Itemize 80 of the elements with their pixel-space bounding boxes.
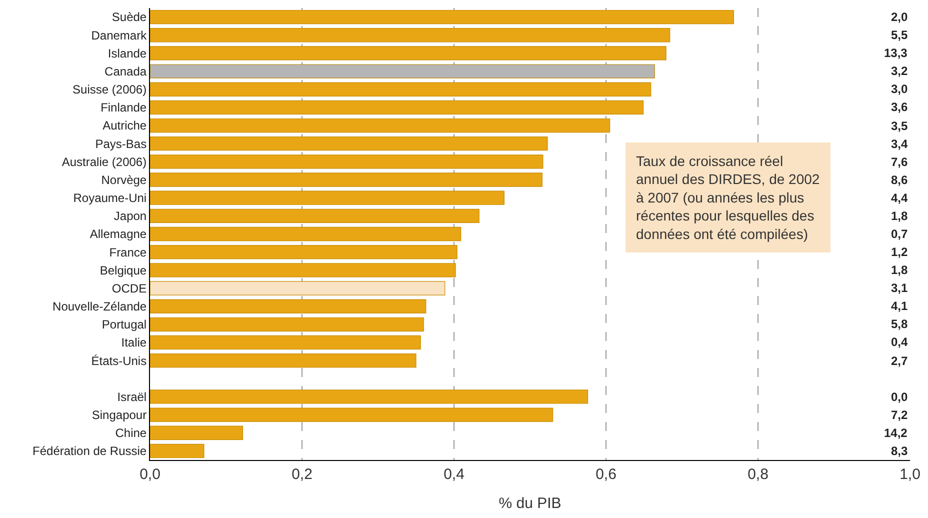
bar xyxy=(150,136,548,151)
y-tick-label: Finlande xyxy=(100,100,147,115)
bar xyxy=(150,281,446,296)
annotation: 0,4 xyxy=(891,335,908,349)
y-tick-label: Singapour xyxy=(92,408,147,422)
x-tick-label: 0,6 xyxy=(596,466,616,483)
y-tick-label: Nouvelle-Zélande xyxy=(52,300,147,314)
y-tick-label: Italie xyxy=(121,336,147,350)
annotation: 14,2 xyxy=(884,426,908,440)
annotation: 3,0 xyxy=(891,82,908,96)
y-tick-label: Royaume-Uni xyxy=(73,191,147,206)
y-tick-label: Japon xyxy=(114,209,147,224)
x-tick-label: 0,2 xyxy=(292,466,312,483)
bar xyxy=(150,46,666,60)
y-tick-label: États-Unis xyxy=(91,354,147,368)
y-tick-label: Autriche xyxy=(102,118,147,133)
y-tick-label: Islande xyxy=(108,46,147,60)
y-tick-label: Portugal xyxy=(102,318,147,332)
annotation: 5,5 xyxy=(891,28,908,42)
bar xyxy=(150,390,588,404)
bar xyxy=(150,353,416,368)
bar xyxy=(150,335,421,350)
annotation: 1,8 xyxy=(891,263,908,277)
bar xyxy=(150,190,504,205)
y-tick-label: Allemagne xyxy=(90,227,147,242)
annotation: 3,1 xyxy=(891,281,908,295)
x-tick-label: 0,8 xyxy=(748,466,768,483)
annotation: 4,1 xyxy=(891,299,908,313)
bar xyxy=(150,226,462,242)
bar xyxy=(150,118,610,133)
annotation: 8,3 xyxy=(891,444,908,458)
y-tick-label: France xyxy=(109,245,147,260)
x-axis-title: % du PIB xyxy=(498,495,562,512)
bar xyxy=(150,299,426,314)
bar xyxy=(150,10,734,24)
y-tick-label: Suède xyxy=(112,10,147,24)
bar xyxy=(150,82,652,96)
y-tick-label: Fédération de Russie xyxy=(32,444,147,458)
y-tick-label: Israël xyxy=(117,390,147,404)
annotation: 0,0 xyxy=(891,390,908,404)
y-tick-label: Chine xyxy=(115,426,147,440)
bar xyxy=(150,426,244,440)
annotation: 8,6 xyxy=(891,173,908,187)
y-tick-label: Canada xyxy=(104,64,147,78)
y-tick-label: Danemark xyxy=(91,28,148,42)
x-tick-label: 1,0 xyxy=(900,466,920,483)
bar xyxy=(150,317,424,332)
annotation: 1,8 xyxy=(891,209,908,223)
annotation: 7,6 xyxy=(891,155,908,169)
annotation: 3,5 xyxy=(891,119,908,133)
annotation: 5,8 xyxy=(891,317,908,331)
y-tick-label: Norvège xyxy=(101,172,147,187)
bar xyxy=(150,28,670,42)
annotation: 4,4 xyxy=(891,191,908,205)
y-tick-label: Australie (2006) xyxy=(62,154,147,169)
annotation: 3,4 xyxy=(891,137,908,151)
annotation: 2,0 xyxy=(891,10,908,24)
annotation: 7,2 xyxy=(891,408,908,422)
annotation: 3,6 xyxy=(891,100,908,114)
y-tick-label: Suisse (2006) xyxy=(72,82,147,97)
annotation: 1,2 xyxy=(891,245,908,259)
bar xyxy=(150,408,554,422)
bar xyxy=(150,172,542,187)
bar xyxy=(150,245,458,260)
x-tick-label: 0,4 xyxy=(444,466,464,483)
y-tick-label: OCDE xyxy=(112,281,147,296)
y-tick-label: Belgique xyxy=(100,263,147,278)
bar xyxy=(150,444,204,458)
annotation: 0,7 xyxy=(891,227,908,241)
bar xyxy=(150,208,480,223)
x-tick-label: 0,0 xyxy=(140,466,160,483)
bar xyxy=(150,154,544,169)
annotation: 3,2 xyxy=(891,64,908,78)
annotation: 2,7 xyxy=(891,354,908,368)
bar xyxy=(150,263,456,278)
bar xyxy=(150,64,655,78)
annotation: 13,3 xyxy=(884,46,908,60)
y-tick-label: Pays-Bas xyxy=(95,136,147,151)
bar xyxy=(150,100,644,115)
annotation: Taux de croissance réel annuel des DIRDES, de 2002 à 2007 (ou années les plus récentes pour lesquelles des données ont été compilées) xyxy=(636,153,820,242)
